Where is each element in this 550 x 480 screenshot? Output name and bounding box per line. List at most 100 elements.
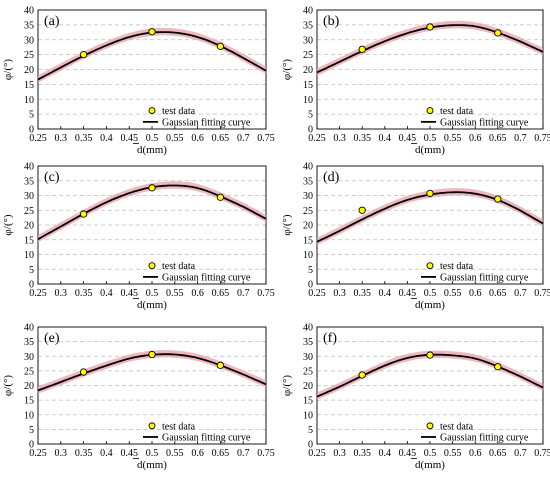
y-axis-title: φ/(°) xyxy=(281,375,293,396)
y-tick-label: 40 xyxy=(24,162,34,173)
legend-label-test-data: test data xyxy=(162,421,196,432)
y-tick-label: 40 xyxy=(303,323,313,334)
y-tick-label: 25 xyxy=(24,366,34,377)
x-tick-label: 0.55 xyxy=(166,133,184,144)
y-tick-label: 15 xyxy=(24,396,34,407)
test-data-point xyxy=(216,42,225,50)
x-tick-label: 0.3 xyxy=(55,133,68,144)
plot-frame xyxy=(37,165,267,285)
y-tick-label: 35 xyxy=(303,176,313,187)
y-tick-label: 10 xyxy=(24,410,34,421)
y-tick-label: 5 xyxy=(29,110,34,121)
x-axis-title: d(mm) xyxy=(415,459,445,471)
y-axis-title: φ/(°) xyxy=(2,214,14,235)
test-data-point xyxy=(148,184,156,192)
gaussian-fit-line xyxy=(316,353,544,398)
y-tick-label: 25 xyxy=(24,206,34,217)
x-tick-label: 0.6 xyxy=(469,448,482,459)
legend-label-fit: Gaussian fitting curve xyxy=(162,272,251,283)
legend-label-fit: Gaussian fitting curve xyxy=(162,117,251,128)
chart-panel-5: 0 5 10 15 20 25 30 35 40 0.25 0.3 0.35 0.4 0.45 0.5 0.5… xyxy=(2,323,275,472)
test-data-point xyxy=(426,23,434,31)
gaussian-fit-line xyxy=(316,191,544,243)
x-tick-label: 0.35 xyxy=(353,288,371,299)
x-tick-label: 0.5 xyxy=(424,448,437,459)
x-tick-label: 0.7 xyxy=(514,133,527,144)
x-tick-label: 0.35 xyxy=(353,133,371,144)
test-data-point xyxy=(494,363,502,371)
legend-label-test-data: test data xyxy=(440,106,474,117)
x-tick-label: 0.65 xyxy=(489,133,507,144)
x-tick-label: 0.35 xyxy=(75,133,93,144)
x-axis-title: d(mm) xyxy=(137,299,167,311)
gaussian-fit-line xyxy=(316,24,544,74)
y-tick-label: 0 xyxy=(29,280,34,291)
x-tick-label: 0.5 xyxy=(146,133,159,144)
y-tick-label: 10 xyxy=(303,95,313,106)
test-data-point xyxy=(494,29,502,37)
test-data-point xyxy=(79,50,88,59)
x-tick-label: 0.35 xyxy=(353,448,371,459)
y-tick-label: 35 xyxy=(303,337,313,348)
y-tick-label: 35 xyxy=(24,337,34,348)
x-tick-label: 0.3 xyxy=(55,288,68,299)
y-tick-label: 40 xyxy=(303,6,313,17)
panel-label: (a) xyxy=(44,14,60,29)
x-tick-label: 0.5 xyxy=(146,288,159,299)
chart-panel-6: 0 5 10 15 20 25 30 35 40 0.25 0.3 0.35 0.4 0.45 0.5 0.5… xyxy=(281,323,550,472)
y-tick-label: 30 xyxy=(24,35,34,46)
y-tick-label: 0 xyxy=(308,440,313,451)
x-tick-label: 0.6 xyxy=(191,448,204,459)
x-axis-title: d(mm) xyxy=(137,144,167,156)
x-tick-label: 0.35 xyxy=(75,288,93,299)
panel-label: (b) xyxy=(323,14,340,29)
x-tick-label: 0.65 xyxy=(212,288,230,299)
x-tick-label: 0.25 xyxy=(308,448,326,459)
x-tick-label: 0.55 xyxy=(444,288,462,299)
x-tick-label: 0.3 xyxy=(333,133,346,144)
y-tick-label: 15 xyxy=(303,80,313,91)
x-tick-label: 0.55 xyxy=(166,288,184,299)
y-tick-label: 20 xyxy=(24,65,34,76)
x-tick-label: 0.25 xyxy=(29,448,47,459)
chart-panel-3: 0 5 10 15 20 25 30 35 40 0.25 0.3 0.35 0.4 0.45 0.5 0.5… xyxy=(2,162,275,312)
legend-label-fit: Gaussian fitting curve xyxy=(440,432,529,443)
y-tick-label: 20 xyxy=(303,65,313,76)
x-tick-label: 0.5 xyxy=(146,448,159,459)
y-tick-label: 5 xyxy=(29,265,34,276)
y-tick-label: 35 xyxy=(24,176,34,187)
x-tick-label: 0.4 xyxy=(100,288,113,299)
x-tick-label: 0.75 xyxy=(534,133,550,144)
x-tick-label: 0.6 xyxy=(469,288,482,299)
x-tick-label: 0.65 xyxy=(489,448,507,459)
legend-label-test-data: test data xyxy=(440,421,474,432)
x-tick-label: 0.65 xyxy=(489,288,507,299)
chart-panel-4: 0 5 10 15 20 25 30 35 40 0.25 0.3 0.35 0.4 0.45 0.5 0.5… xyxy=(281,162,550,312)
y-tick-label: 20 xyxy=(303,381,313,392)
x-tick-label: 0.45 xyxy=(399,288,417,299)
x-tick-label: 0.5 xyxy=(424,133,437,144)
y-tick-label: 0 xyxy=(308,280,313,291)
legend-marker-test-data xyxy=(426,422,434,430)
chart-panel-1: 0 5 10 15 20 25 30 35 40 0.25 0.3 0.35 0.4 0.45 0.5 0.5… xyxy=(2,6,275,157)
legend-marker-test-data xyxy=(148,262,156,270)
legend-label-fit: Gaussian fitting curve xyxy=(162,432,251,443)
y-tick-label: 10 xyxy=(24,95,34,106)
legend-label-fit: Gaussian fitting curve xyxy=(440,117,529,128)
y-tick-label: 0 xyxy=(29,440,34,451)
x-tick-label: 0.55 xyxy=(444,133,462,144)
y-tick-label: 40 xyxy=(24,323,34,334)
x-tick-label: 0.75 xyxy=(257,133,275,144)
x-tick-label: 0.5 xyxy=(424,288,437,299)
x-tick-label: 0.75 xyxy=(257,288,275,299)
legend-marker-test-data xyxy=(148,107,156,115)
gaussian-fit-line xyxy=(37,31,267,81)
y-tick-label: 15 xyxy=(24,235,34,246)
y-tick-label: 40 xyxy=(24,6,34,17)
gaussian-fit-line xyxy=(37,184,267,240)
y-tick-label: 10 xyxy=(24,250,34,261)
x-tick-label: 0.25 xyxy=(29,288,47,299)
x-tick-label: 0.65 xyxy=(212,448,230,459)
y-axis-title: φ/(°) xyxy=(281,214,293,235)
